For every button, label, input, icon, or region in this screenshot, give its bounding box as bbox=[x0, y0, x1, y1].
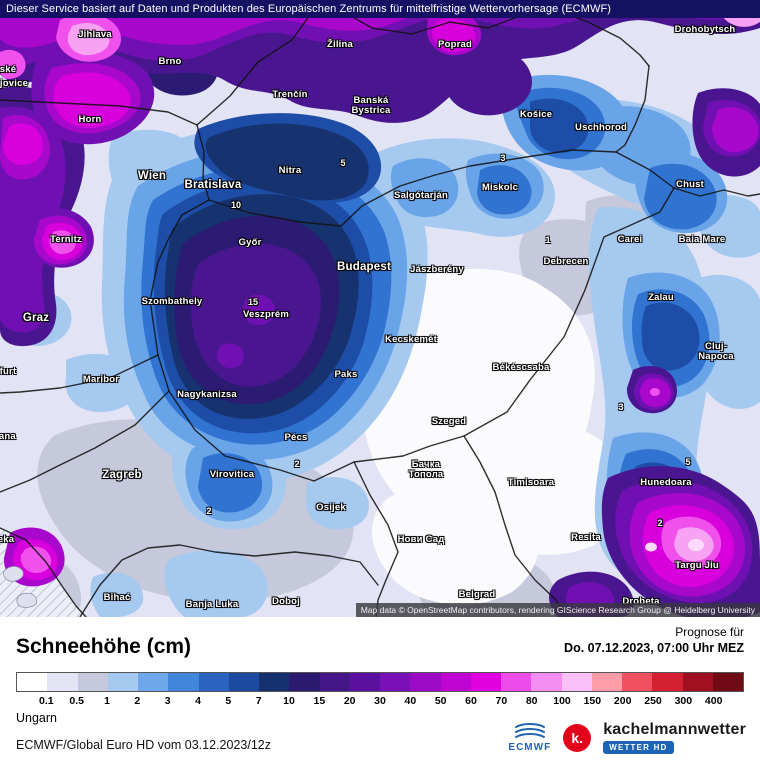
color-scale-segment bbox=[682, 673, 713, 691]
banner-text: Dieser Service basiert auf Daten und Pro… bbox=[6, 3, 612, 15]
ecmwf-disclaimer-banner: Dieser Service basiert auf Daten und Pro… bbox=[0, 0, 760, 18]
color-scale-segment bbox=[289, 673, 320, 691]
color-scale-tick: 80 bbox=[525, 695, 538, 707]
color-scale-bar bbox=[16, 672, 744, 692]
color-scale-tick: 100 bbox=[553, 695, 571, 707]
snow-depth-map bbox=[0, 0, 760, 617]
color-scale-segment bbox=[17, 673, 48, 691]
color-scale-tick: 40 bbox=[404, 695, 417, 707]
color-scale-segment bbox=[380, 673, 411, 691]
forecast-label: Prognose für bbox=[675, 625, 744, 639]
color-scale-segment bbox=[168, 673, 199, 691]
color-scale-tick: 7 bbox=[255, 695, 262, 707]
k-circle-text: k. bbox=[571, 729, 584, 746]
color-scale-tick: 5 bbox=[225, 695, 232, 707]
color-scale-tick: 150 bbox=[583, 695, 602, 707]
color-scale-tick: 4 bbox=[195, 695, 201, 707]
color-scale-segment bbox=[77, 673, 108, 691]
region-label: Ungarn bbox=[16, 711, 57, 725]
model-run-label: ECMWF/Global Euro HD vom 03.12.2023/12z bbox=[16, 738, 271, 752]
ecmwf-logo[interactable]: ECMWF bbox=[508, 722, 552, 753]
color-scale-ticks: 0.1 0.5 1 2 3 4 5 7 10 15 20 30 40 50 60 70 80 100 150 200 2… bbox=[16, 695, 744, 709]
ecmwf-logo-text: ECMWF bbox=[508, 741, 552, 753]
legend-panel: Schneehöhe (cm) Prognose für Do. 07.12.2… bbox=[0, 617, 760, 760]
color-scale-segment bbox=[228, 673, 259, 691]
map-area: Jihlava ské jovice Brno Žilina Poprad Drohobyt… bbox=[0, 0, 760, 617]
color-scale-segment bbox=[410, 673, 441, 691]
color-scale-segment bbox=[591, 673, 622, 691]
kachelmann-brand[interactable]: kachelmannwetter WETTER HD bbox=[603, 721, 746, 754]
legend-title: Schneehöhe (cm) bbox=[16, 635, 192, 658]
color-scale-segment bbox=[107, 673, 138, 691]
color-scale-tick: 0.1 bbox=[39, 695, 54, 707]
color-scale-tick: 3 bbox=[164, 695, 171, 707]
color-scale-tick: 2 bbox=[134, 695, 141, 707]
color-scale-tick: 200 bbox=[613, 695, 632, 707]
forecast-time: Do. 07.12.2023, 07:00 Uhr MEZ bbox=[564, 641, 744, 655]
color-scale-tick: 300 bbox=[674, 695, 693, 707]
color-scale-segment bbox=[259, 673, 290, 691]
logo-row: ECMWF k. kachelmannwetter WETTER HD bbox=[508, 721, 746, 754]
color-scale-segment bbox=[652, 673, 683, 691]
color-scale-tick: 20 bbox=[343, 695, 356, 707]
color-scale-tick: 250 bbox=[644, 695, 662, 707]
color-scale-tick: 60 bbox=[465, 695, 477, 707]
wetter-hd-badge: WETTER HD bbox=[603, 741, 674, 754]
color-scale-tick: 1 bbox=[104, 695, 110, 707]
color-scale-segment bbox=[501, 673, 532, 691]
color-scale-segment bbox=[531, 673, 562, 691]
color-scale-segment bbox=[622, 673, 653, 691]
color-scale-tick: 50 bbox=[434, 695, 447, 707]
color-scale-segment bbox=[319, 673, 350, 691]
color-scale-segment bbox=[198, 673, 229, 691]
map-attribution: Map data © OpenStreetMap contributors, r… bbox=[355, 603, 760, 617]
kachelmann-name: kachelmannwetter bbox=[603, 721, 746, 738]
color-scale-tick: 0.5 bbox=[69, 695, 84, 707]
kachelmann-k-icon[interactable]: k. bbox=[563, 723, 592, 752]
color-scale-segment bbox=[440, 673, 471, 691]
forecast-info: Prognose für Do. 07.12.2023, 07:00 Uhr M… bbox=[564, 625, 744, 655]
color-scale-segment bbox=[712, 673, 743, 691]
color-scale-segment bbox=[561, 673, 592, 691]
color-scale-segment bbox=[47, 673, 78, 691]
color-scale-tick: 70 bbox=[495, 695, 508, 707]
ecmwf-waves-icon bbox=[514, 722, 545, 738]
color-scale-tick: 400 bbox=[704, 695, 723, 707]
color-scale-tick: 10 bbox=[283, 695, 295, 707]
color-scale-segment bbox=[470, 673, 501, 691]
color-scale-tick: 30 bbox=[374, 695, 386, 707]
color-scale-segment bbox=[349, 673, 380, 691]
color-scale-segment bbox=[138, 673, 169, 691]
color-scale-tick: 15 bbox=[313, 695, 326, 707]
